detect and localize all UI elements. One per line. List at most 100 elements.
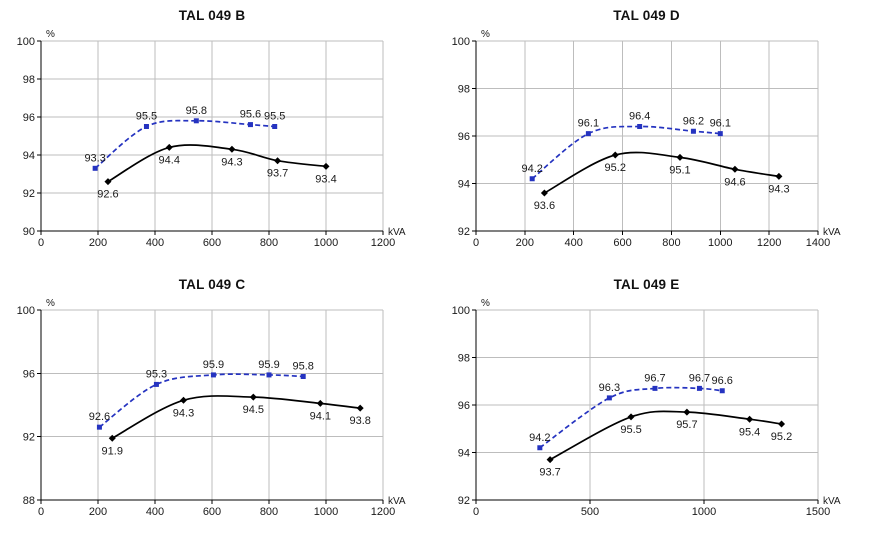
svg-text:95.5: 95.5 <box>264 111 285 123</box>
svg-text:100: 100 <box>17 36 35 48</box>
svg-text:98: 98 <box>457 84 469 96</box>
svg-text:96.2: 96.2 <box>682 115 703 127</box>
chart-canvas-tal-049-b: 0 200 400 600 800 1000 1200 90 92 94 96 98 100% kVA 93… <box>17 29 406 249</box>
chart-title-tal-049-d: TAL 049 D <box>613 8 680 23</box>
svg-text:%: % <box>481 298 490 309</box>
svg-text:100: 100 <box>17 305 35 317</box>
svg-text:95.7: 95.7 <box>676 419 697 431</box>
svg-text:800: 800 <box>662 237 680 249</box>
svg-text:96.4: 96.4 <box>628 111 649 123</box>
svg-text:96.6: 96.6 <box>711 375 732 387</box>
svg-text:94: 94 <box>457 179 469 191</box>
svg-text:1200: 1200 <box>371 506 395 518</box>
svg-text:94.2: 94.2 <box>521 163 542 175</box>
svg-text:94.1: 94.1 <box>310 410 331 422</box>
svg-text:600: 600 <box>203 237 221 249</box>
svg-text:95.1: 95.1 <box>669 164 690 176</box>
svg-text:93.3: 93.3 <box>84 152 105 164</box>
chart-title-tal-049-e: TAL 049 E <box>613 277 680 292</box>
svg-text:95.5: 95.5 <box>620 424 641 436</box>
svg-text:95.2: 95.2 <box>604 162 625 174</box>
svg-text:96.1: 96.1 <box>709 118 730 130</box>
chart-title-tal-049-b: TAL 049 B <box>178 8 246 23</box>
svg-text:94.3: 94.3 <box>173 407 194 419</box>
svg-text:100: 100 <box>451 36 469 48</box>
svg-text:95.9: 95.9 <box>258 359 279 371</box>
svg-text:95.8: 95.8 <box>186 105 207 117</box>
svg-text:90: 90 <box>23 226 35 238</box>
svg-text:800: 800 <box>260 237 278 249</box>
svg-text:1000: 1000 <box>691 506 715 518</box>
svg-text:95.8: 95.8 <box>292 361 313 373</box>
svg-text:92.6: 92.6 <box>89 411 110 423</box>
svg-text:93.7: 93.7 <box>267 168 288 180</box>
svg-text:93.4: 93.4 <box>315 173 336 185</box>
svg-text:94: 94 <box>23 150 35 162</box>
svg-text:94.5: 94.5 <box>243 404 264 416</box>
svg-text:200: 200 <box>515 237 533 249</box>
svg-text:%: % <box>46 298 55 309</box>
svg-text:600: 600 <box>203 506 221 518</box>
svg-text:95.2: 95.2 <box>770 431 791 443</box>
svg-text:500: 500 <box>580 506 598 518</box>
svg-text:100: 100 <box>451 305 469 317</box>
svg-text:93.8: 93.8 <box>349 415 370 427</box>
svg-text:96: 96 <box>457 400 469 412</box>
svg-text:94.4: 94.4 <box>159 154 180 166</box>
chart-tal-049-e: TAL 049 E 0 500 1000 1500 92 94 96 98 100% kVA 94.… <box>434 277 869 530</box>
svg-text:98: 98 <box>23 74 35 86</box>
svg-text:kVA: kVA <box>388 496 406 507</box>
svg-text:200: 200 <box>89 506 107 518</box>
svg-text:0: 0 <box>38 506 44 518</box>
svg-text:93.7: 93.7 <box>539 467 560 479</box>
svg-text:95.3: 95.3 <box>146 368 167 380</box>
svg-text:1000: 1000 <box>708 237 732 249</box>
svg-text:88: 88 <box>23 495 35 507</box>
svg-text:kVA: kVA <box>388 227 406 238</box>
svg-text:600: 600 <box>613 237 631 249</box>
svg-text:96.1: 96.1 <box>577 118 598 130</box>
svg-text:400: 400 <box>146 237 164 249</box>
svg-text:%: % <box>46 29 55 40</box>
chart-tal-049-b: TAL 049 B 0 200 400 600 800 1000 1200 90 92 94 96 9… <box>0 8 434 261</box>
svg-text:95.6: 95.6 <box>240 109 261 121</box>
svg-text:94.3: 94.3 <box>768 183 789 195</box>
chart-tal-049-d: TAL 049 D 0 200 400 600 800 1000 1200 1400 92 94 9… <box>434 8 869 261</box>
svg-text:93.6: 93.6 <box>533 200 554 212</box>
svg-text:1200: 1200 <box>371 237 395 249</box>
svg-text:800: 800 <box>260 506 278 518</box>
svg-text:91.9: 91.9 <box>102 445 123 457</box>
svg-text:1400: 1400 <box>805 237 829 249</box>
svg-text:400: 400 <box>146 506 164 518</box>
svg-text:96: 96 <box>457 131 469 143</box>
svg-text:%: % <box>481 29 490 40</box>
chart-title-tal-049-c: TAL 049 C <box>178 277 246 292</box>
svg-text:400: 400 <box>564 237 582 249</box>
svg-text:96.7: 96.7 <box>688 372 709 384</box>
svg-text:1000: 1000 <box>314 237 338 249</box>
svg-text:kVA: kVA <box>823 227 841 238</box>
svg-text:kVA: kVA <box>823 496 841 507</box>
svg-text:95.4: 95.4 <box>738 426 759 438</box>
svg-text:96: 96 <box>23 112 35 124</box>
svg-text:92.6: 92.6 <box>97 189 118 201</box>
svg-text:0: 0 <box>472 237 478 249</box>
svg-text:0: 0 <box>472 506 478 518</box>
svg-text:94.6: 94.6 <box>724 176 745 188</box>
svg-text:200: 200 <box>89 237 107 249</box>
svg-text:95.9: 95.9 <box>203 359 224 371</box>
svg-text:98: 98 <box>457 353 469 365</box>
svg-text:92: 92 <box>457 226 469 238</box>
svg-text:92: 92 <box>23 188 35 200</box>
chart-canvas-tal-049-d: 0 200 400 600 800 1000 1200 1400 92 94 96 98 100% kVA… <box>451 29 841 249</box>
svg-text:94: 94 <box>457 448 469 460</box>
svg-text:95.5: 95.5 <box>136 111 157 123</box>
svg-text:94.2: 94.2 <box>529 432 550 444</box>
svg-text:96: 96 <box>23 368 35 380</box>
svg-text:1200: 1200 <box>756 237 780 249</box>
svg-text:1000: 1000 <box>314 506 338 518</box>
chart-canvas-tal-049-c: 0 200 400 600 800 1000 1200 88 92 96 100% kVA 92.6 95… <box>17 298 406 518</box>
svg-text:94.3: 94.3 <box>221 156 242 168</box>
